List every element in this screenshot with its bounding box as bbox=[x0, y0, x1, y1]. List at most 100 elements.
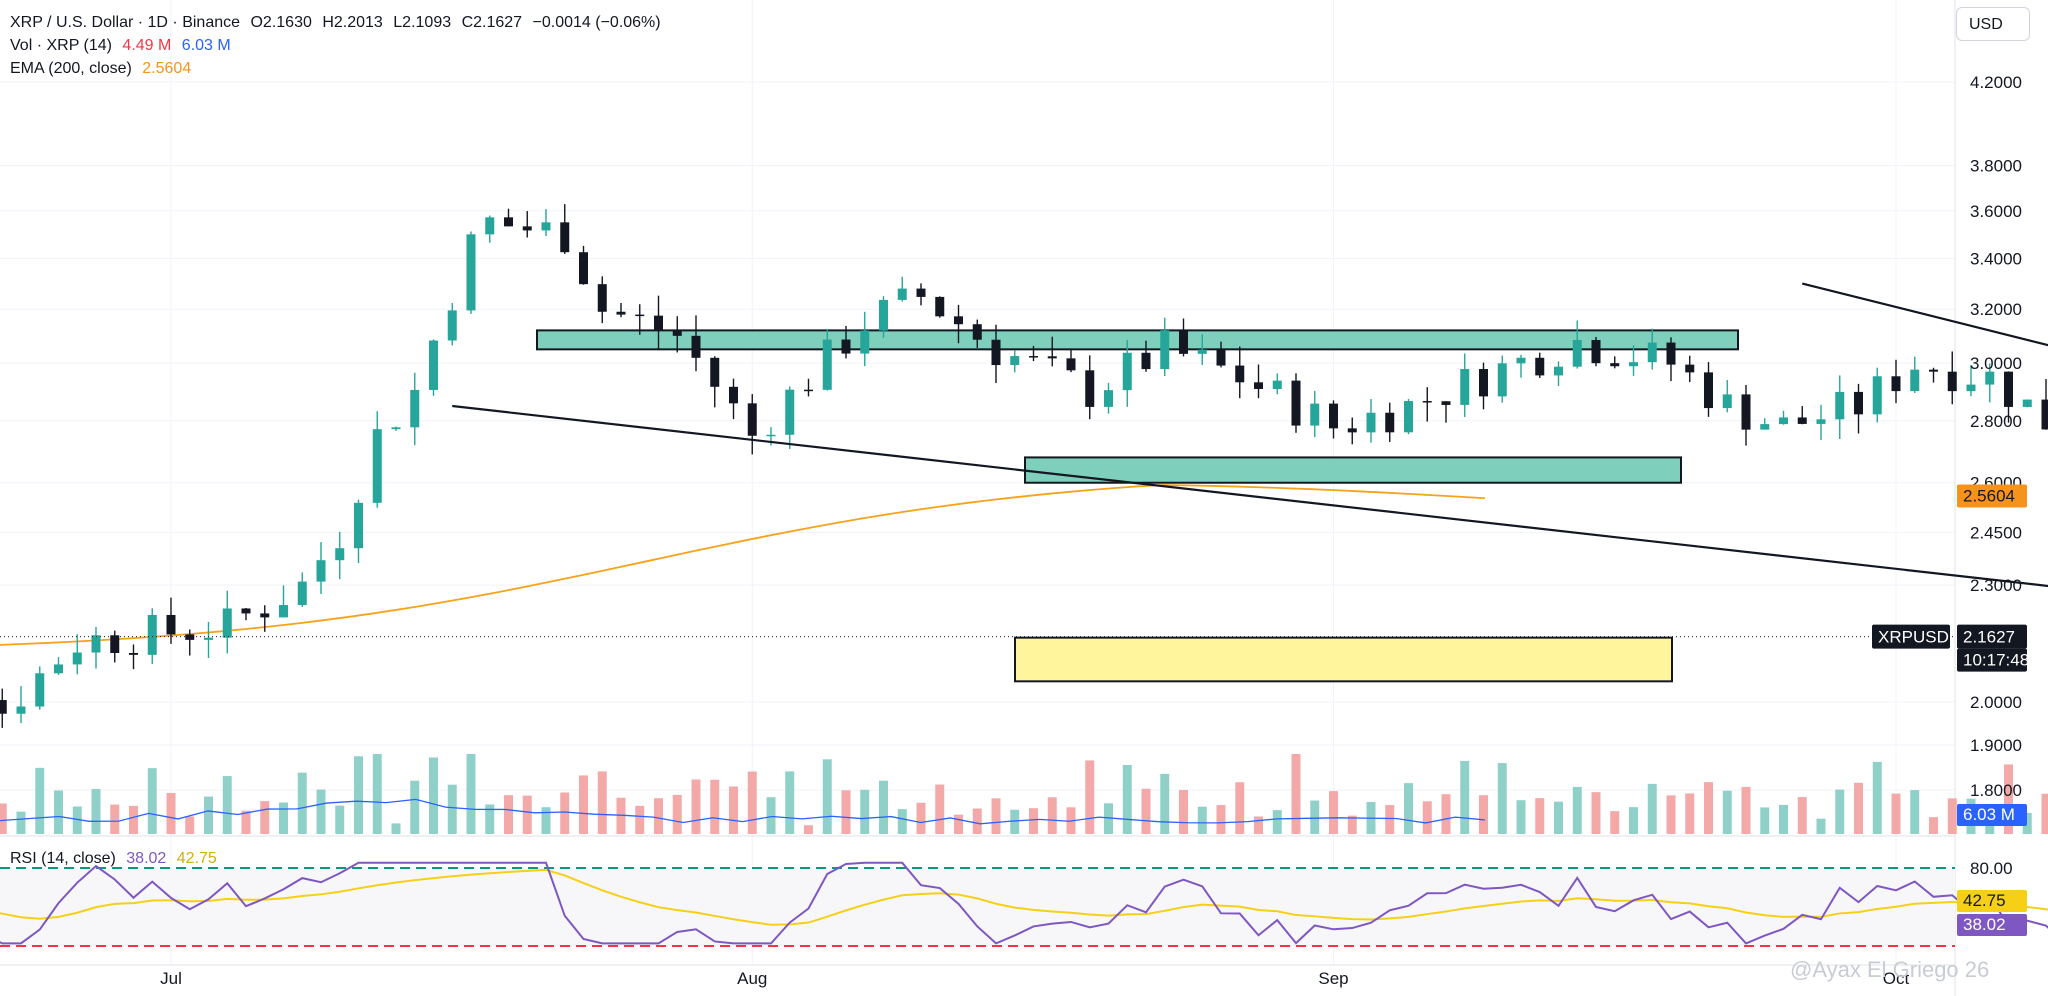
volume-bar bbox=[766, 797, 776, 834]
volume-bar bbox=[2004, 764, 2013, 834]
time-tick-label: Jul bbox=[160, 969, 182, 988]
candle-body bbox=[410, 389, 420, 428]
candlestick-series bbox=[0, 204, 2048, 728]
candle-body bbox=[1497, 363, 1507, 397]
volume-bar bbox=[241, 810, 251, 834]
volume-tag: 6.03 M bbox=[1963, 805, 2015, 824]
resistance-zone-upper bbox=[536, 329, 1739, 351]
candle-body bbox=[2022, 399, 2032, 407]
candle-body bbox=[1366, 412, 1376, 433]
time-axis: JulAugSepOctNovDec2026 bbox=[160, 969, 1909, 988]
price-tick-label: 4.2000 bbox=[1970, 73, 2022, 92]
volume-bar bbox=[1629, 807, 1638, 834]
volume-bar bbox=[1291, 754, 1301, 834]
candle-body bbox=[166, 614, 176, 635]
volume-bar bbox=[1085, 760, 1095, 834]
volume-bar bbox=[1141, 788, 1151, 834]
candle-body bbox=[522, 226, 532, 231]
candle-body bbox=[1235, 365, 1245, 383]
volume-tag-bg bbox=[1957, 804, 2027, 826]
symbol-tag-bg bbox=[1872, 624, 1950, 649]
volume-bar bbox=[1122, 765, 1132, 834]
candle-body bbox=[1554, 366, 1563, 376]
candle-body bbox=[2004, 371, 2013, 407]
volume-bar bbox=[1347, 815, 1357, 834]
volume-bar bbox=[1572, 786, 1582, 834]
price-axis: 4.2000 3.8000 3.6000 3.4000 3.2000 3.0000 2.80… bbox=[1970, 73, 2022, 878]
volume-bar bbox=[1329, 791, 1338, 834]
candle-body bbox=[1572, 339, 1582, 367]
volume-bar bbox=[560, 792, 570, 834]
rsi-tick-label: 80.00 bbox=[1970, 859, 2013, 878]
volume-label: Vol · XRP (14) bbox=[10, 37, 112, 54]
ohlc-high: H2.2013 bbox=[322, 14, 383, 31]
volume-bar bbox=[579, 775, 588, 834]
volume-bar bbox=[1610, 811, 1620, 834]
candle-body bbox=[1197, 349, 1207, 354]
ema-label: EMA (200, close) bbox=[10, 60, 132, 77]
volume-bar bbox=[1835, 789, 1845, 834]
volume-bar bbox=[1722, 790, 1732, 834]
countdown-tag-bg bbox=[1957, 648, 2027, 672]
candle-body bbox=[316, 560, 326, 582]
candle-body bbox=[1629, 362, 1638, 367]
watermark: @Ayax El Griego 26 bbox=[1790, 957, 1990, 982]
candle-body bbox=[466, 234, 476, 311]
descending-trendline-lower bbox=[452, 404, 2048, 588]
currency-button[interactable]: USD bbox=[1956, 7, 2030, 41]
volume-bar bbox=[166, 793, 176, 834]
candle-body bbox=[1966, 384, 1976, 392]
candle-body bbox=[1010, 356, 1020, 366]
volume-bar bbox=[1029, 808, 1038, 834]
volume-bar bbox=[1797, 797, 1807, 834]
candle-body bbox=[372, 429, 382, 503]
candle-body bbox=[485, 217, 495, 235]
volume-bar bbox=[1554, 801, 1563, 834]
volume-bar bbox=[1760, 807, 1770, 834]
candle-body bbox=[597, 284, 607, 312]
candle-body bbox=[447, 310, 457, 341]
candle-body bbox=[616, 311, 626, 315]
volume-bar bbox=[91, 788, 101, 834]
candle-body bbox=[1816, 419, 1826, 424]
volume-bar bbox=[916, 802, 926, 834]
volume-bar bbox=[804, 825, 813, 834]
candle-body bbox=[2041, 399, 2048, 430]
candle-body bbox=[297, 581, 307, 606]
volume-bar bbox=[391, 823, 401, 834]
volume-bar bbox=[1685, 793, 1695, 834]
volume-bar bbox=[1385, 805, 1395, 834]
candle-body bbox=[222, 608, 232, 638]
price-tick-label: 3.8000 bbox=[1970, 157, 2022, 176]
candle-body bbox=[1085, 370, 1095, 407]
ema-value: 2.5604 bbox=[142, 60, 192, 77]
candle-body bbox=[916, 288, 926, 297]
volume-bar bbox=[654, 798, 663, 834]
symbol-legend: XRP / U.S. Dollar · 1D · Binance O2.1630… bbox=[10, 11, 667, 34]
volume-bar bbox=[1404, 783, 1413, 834]
candle-body bbox=[1179, 330, 1188, 354]
volume-bar bbox=[1216, 805, 1226, 834]
candle-body bbox=[1516, 357, 1526, 364]
candle-body bbox=[110, 635, 120, 654]
candle-body bbox=[710, 357, 720, 387]
volume-bar bbox=[635, 805, 645, 834]
volume-bar bbox=[1160, 773, 1170, 834]
volume-bar bbox=[1047, 797, 1057, 834]
ema-legend: EMA (200, close) 2.5604 bbox=[10, 57, 197, 80]
candle-body bbox=[1797, 417, 1807, 424]
volume-bar bbox=[485, 804, 495, 834]
volume-bar bbox=[1460, 760, 1470, 834]
candle-body bbox=[1216, 349, 1226, 366]
candle-body bbox=[1160, 330, 1170, 370]
volume-bar bbox=[1947, 798, 1957, 834]
candle-body bbox=[560, 222, 570, 253]
volume-bar bbox=[1179, 790, 1188, 834]
volume-bar bbox=[935, 784, 945, 834]
candle-body bbox=[16, 706, 26, 714]
candle-body bbox=[785, 389, 795, 435]
volume-bar bbox=[860, 789, 870, 834]
volume-legend: Vol · XRP (14) 4.49 M 6.03 M bbox=[10, 34, 237, 57]
